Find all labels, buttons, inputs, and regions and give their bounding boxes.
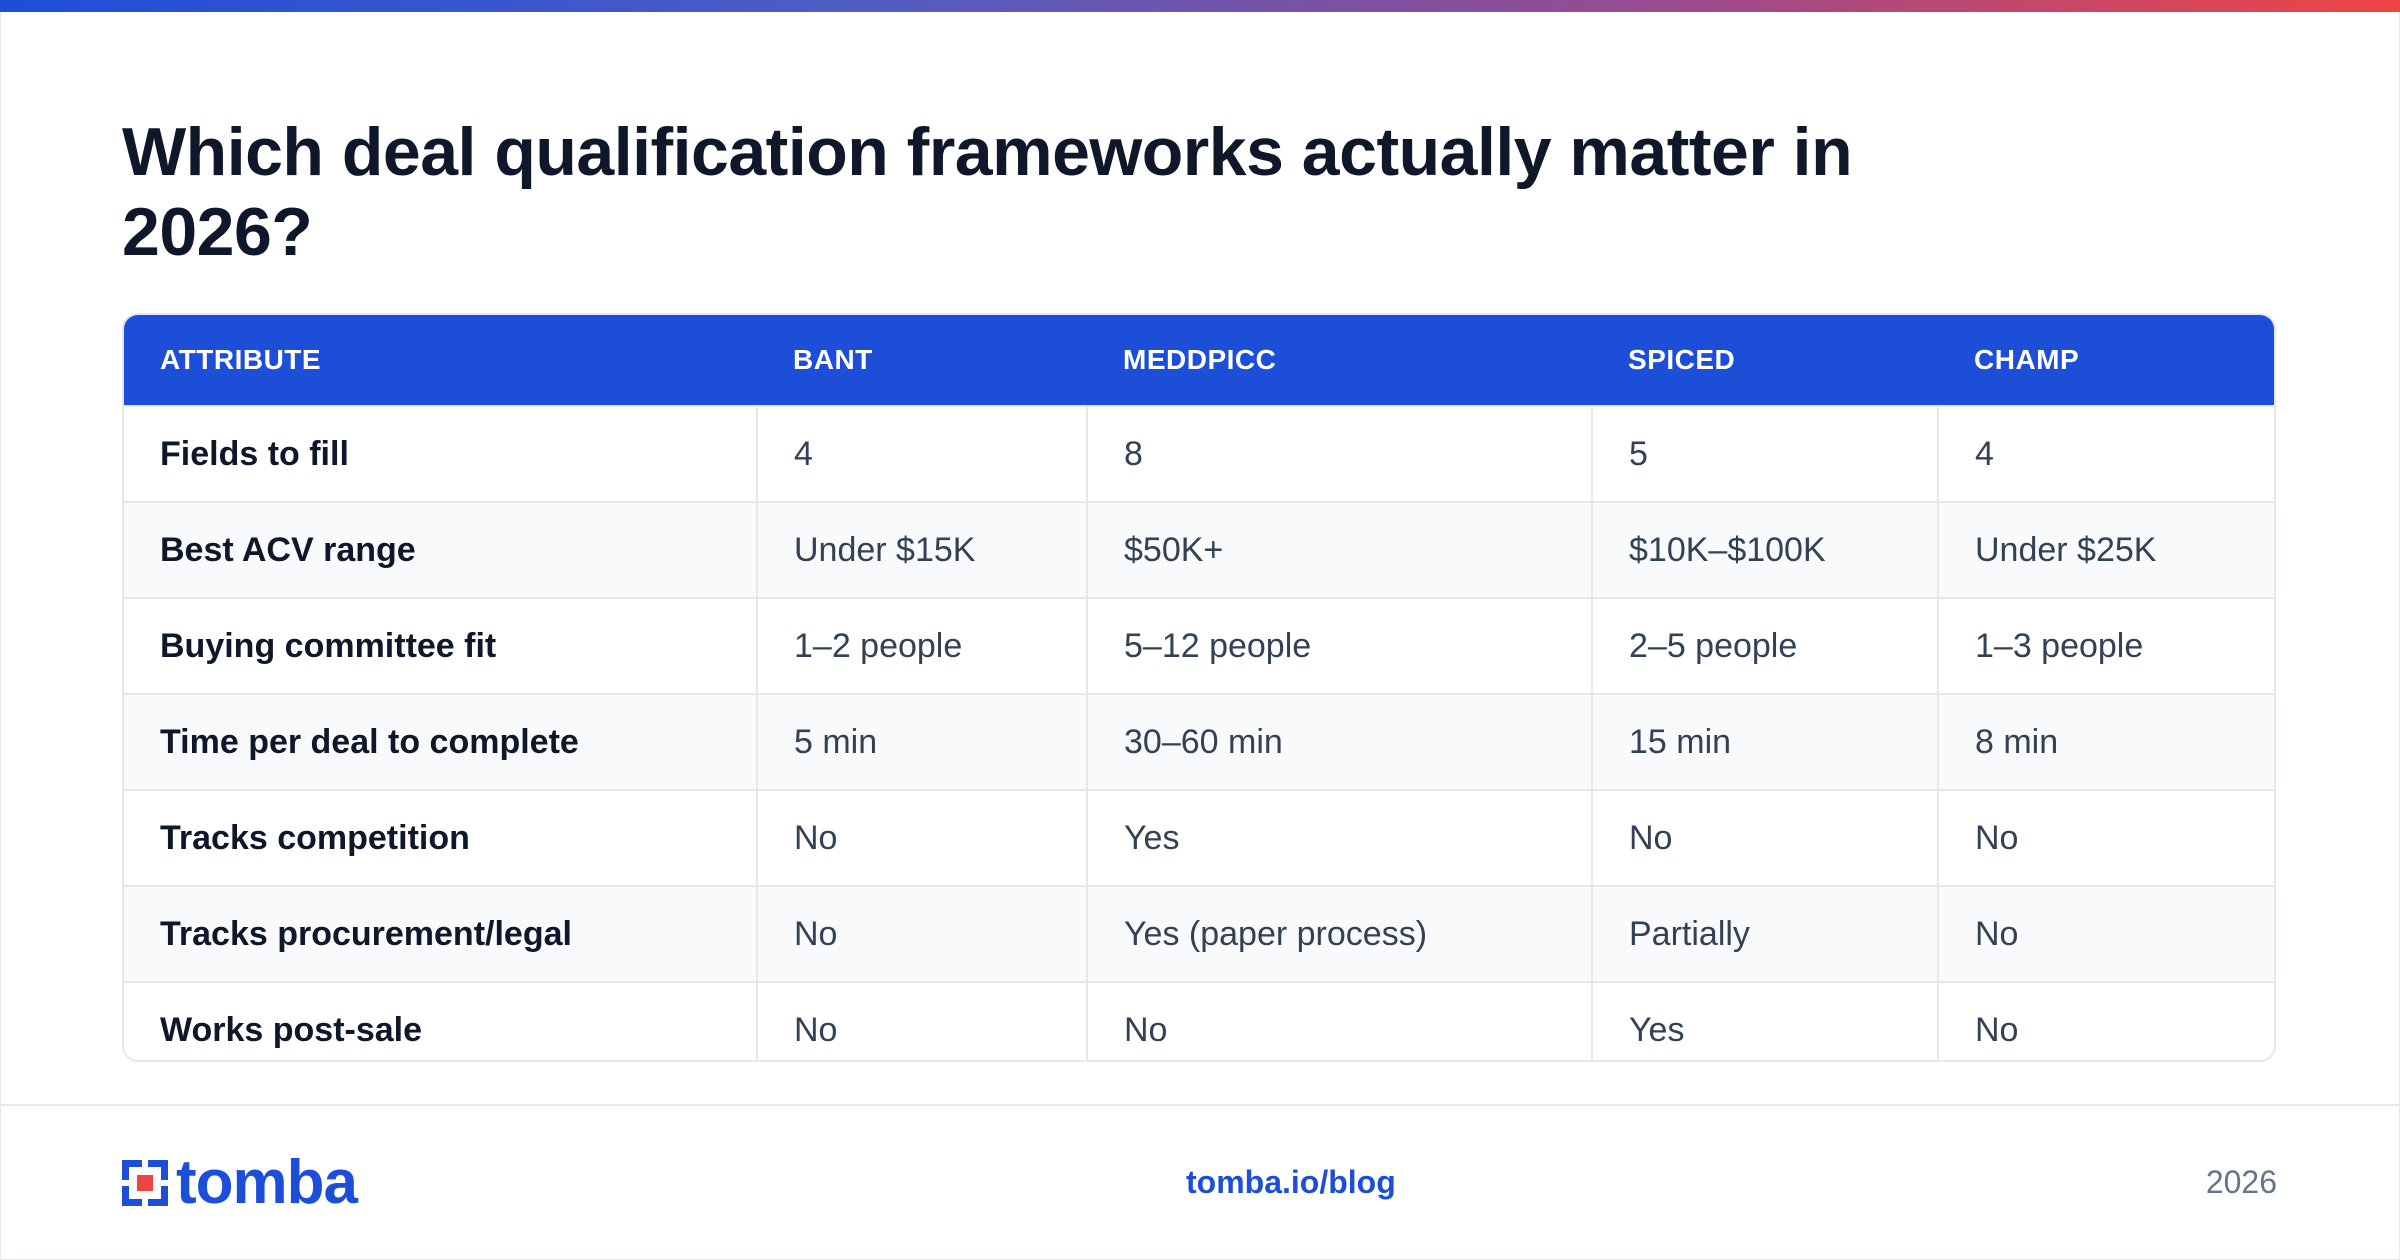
table-cell: $10K–$100K — [1592, 501, 1939, 598]
row-label-buying-committee-fit: Buying committee fit — [124, 597, 758, 694]
table-cell: 5 — [1592, 405, 1939, 502]
logo-wordmark: tomba — [176, 1148, 358, 1217]
page-title: Which deal qualification frameworks actu… — [122, 114, 1853, 270]
gradient-top-bar — [0, 0, 2400, 12]
table-cell: Under $15K — [757, 501, 1088, 598]
tomba-logo[interactable]: tomba — [122, 1148, 358, 1217]
row-label-best-acv-range: Best ACV range — [124, 501, 758, 598]
row-label-works-post-sale: Works post-sale — [124, 981, 758, 1060]
header-meddpicc: MEDDPICC — [1087, 315, 1592, 406]
table-cell: 4 — [1938, 405, 2274, 502]
row-label-fields-to-fill: Fields to fill — [124, 405, 758, 502]
table-cell: Yes — [1087, 789, 1593, 886]
table-cell: No — [757, 789, 1088, 886]
table-cell: Partially — [1592, 885, 1939, 982]
tomba-logo-icon — [122, 1160, 168, 1206]
table-header-row: ATTRIBUTE BANT MEDDPICC SPICED CHAMP — [124, 315, 2274, 406]
table-row: Tracks procurement/legal No Yes (paper p… — [124, 885, 2274, 982]
table-cell: $50K+ — [1087, 501, 1593, 598]
footer-year: 2026 — [2205, 1164, 2277, 1200]
table-cell: No — [1938, 789, 2274, 886]
table-cell: No — [757, 981, 1088, 1060]
table-cell: No — [1938, 885, 2274, 982]
row-label-time-per-deal: Time per deal to complete — [124, 693, 758, 790]
table-cell: Yes (paper process) — [1087, 885, 1593, 982]
table-cell: 1–2 people — [757, 597, 1088, 694]
table-cell: 1–3 people — [1938, 597, 2274, 694]
table-cell: Under $25K — [1938, 501, 2274, 598]
header-attribute: ATTRIBUTE — [124, 315, 757, 406]
table-cell: 8 min — [1938, 693, 2274, 790]
header-spiced: SPICED — [1592, 315, 1938, 406]
table-cell: 5–12 people — [1087, 597, 1593, 694]
table-cell: No — [1938, 981, 2274, 1060]
table-cell: 5 min — [757, 693, 1088, 790]
comparison-table: ATTRIBUTE BANT MEDDPICC SPICED CHAMP Fie… — [124, 315, 2274, 1060]
comparison-table-container: ATTRIBUTE BANT MEDDPICC SPICED CHAMP Fie… — [122, 313, 2276, 1062]
table-row: Buying committee fit 1–2 people 5–12 peo… — [124, 597, 2274, 694]
table-row: Time per deal to complete 5 min 30–60 mi… — [124, 693, 2274, 790]
table-cell: 4 — [757, 405, 1088, 502]
table-cell: No — [1592, 789, 1939, 886]
table-cell: Yes — [1592, 981, 1939, 1060]
table-cell: No — [1087, 981, 1593, 1060]
header-bant: BANT — [757, 315, 1087, 406]
table-cell: 8 — [1087, 405, 1593, 502]
table-row: Fields to fill 4 8 5 4 — [124, 405, 2274, 502]
table-row: Best ACV range Under $15K $50K+ $10K–$10… — [124, 501, 2274, 598]
table-row: Works post-sale No No Yes No — [124, 981, 2274, 1060]
table-row: Tracks competition No Yes No No — [124, 789, 2274, 886]
table-cell: 15 min — [1592, 693, 1939, 790]
blog-link[interactable]: tomba.io/blog — [1186, 1164, 1396, 1200]
table-cell: 30–60 min — [1087, 693, 1593, 790]
footer-divider — [0, 1104, 2400, 1106]
row-label-tracks-procurement: Tracks procurement/legal — [124, 885, 758, 982]
table-cell: 2–5 people — [1592, 597, 1939, 694]
table-cell: No — [757, 885, 1088, 982]
header-champ: CHAMP — [1938, 315, 2274, 406]
row-label-tracks-competition: Tracks competition — [124, 789, 758, 886]
